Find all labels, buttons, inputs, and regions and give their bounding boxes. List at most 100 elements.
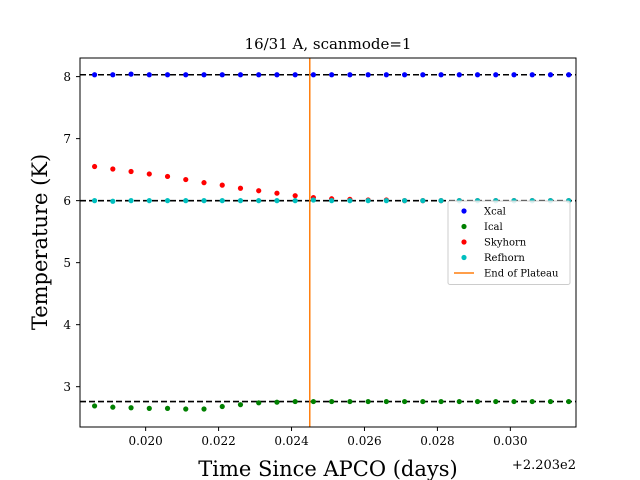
- legend-marker-refhorn: [461, 254, 467, 261]
- xcal-point: [329, 72, 335, 78]
- legend: Xcal Ical Skyhorn Refhorn End of Plateau: [447, 200, 571, 285]
- x-tick-label: 0.020: [128, 434, 162, 448]
- refhorn-point: [91, 198, 98, 204]
- ical-point: [256, 400, 262, 406]
- ical-point: [292, 398, 298, 405]
- ical-point: [474, 398, 481, 405]
- chart-title: 16/31 A, scanmode=1: [245, 35, 412, 53]
- skyhorn-point: [110, 166, 116, 172]
- ical-point: [274, 399, 280, 405]
- x-tick-label: 0.026: [347, 434, 381, 448]
- refhorn-point: [110, 198, 116, 204]
- refhorn-point: [329, 198, 335, 204]
- refhorn-point: [201, 198, 207, 204]
- ical-point: [383, 398, 389, 405]
- legend-marker-skyhorn: [461, 239, 467, 245]
- ical-point: [329, 398, 335, 405]
- ical-point: [237, 402, 244, 408]
- skyhorn-point: [292, 193, 298, 199]
- legend-marker-xcal: [461, 208, 467, 214]
- refhorn-point: [183, 198, 189, 204]
- x-axis-label: Time Since APCO (days): [198, 457, 457, 480]
- y-axis-label: Temperature (K): [28, 154, 52, 330]
- refhorn-point: [274, 198, 280, 204]
- legend-label-skyhorn: Skyhorn: [484, 238, 527, 249]
- x-tick-label: 0.030: [493, 434, 527, 448]
- refhorn-point: [256, 198, 262, 204]
- y-tick-label: 4: [63, 318, 71, 332]
- xcal-point: [110, 72, 116, 78]
- xcal-point: [310, 72, 317, 78]
- legend-label-ical: Ical: [484, 222, 503, 233]
- ical-point: [456, 398, 462, 405]
- xcal-point: [183, 72, 189, 78]
- xcal-point: [237, 72, 244, 78]
- ical-point: [91, 403, 98, 409]
- legend-label-end-of-plateau: End of Plateau: [484, 269, 559, 280]
- xcal-point: [164, 72, 171, 78]
- xcal-point: [401, 72, 408, 78]
- xcal-point: [438, 72, 444, 78]
- xcal-point: [146, 72, 152, 78]
- skyhorn-point: [146, 171, 152, 177]
- xcal-point: [547, 72, 554, 78]
- y-tick-label: 8: [63, 70, 71, 84]
- reference-lines: [80, 73, 576, 403]
- x-tick-label: 0.024: [274, 434, 309, 448]
- plot-frame: [79, 57, 577, 428]
- x-tick-label: 0.022: [201, 434, 235, 448]
- xcal-point: [256, 72, 262, 78]
- ical-point: [219, 403, 225, 410]
- refhorn-point: [401, 198, 408, 204]
- xcal-point: [201, 72, 207, 78]
- refhorn-point: [237, 198, 244, 204]
- ical-point: [401, 398, 408, 405]
- legend-label-refhorn: Refhorn: [484, 253, 525, 264]
- legend-box: [447, 200, 571, 285]
- ical-point: [547, 398, 554, 405]
- ical-point: [310, 398, 317, 405]
- legend-label-xcal: Xcal: [484, 207, 506, 218]
- xcal-point: [493, 72, 499, 78]
- refhorn-point: [420, 198, 426, 204]
- xcal-point: [529, 72, 535, 78]
- refhorn-point: [347, 198, 353, 204]
- ical-point: [511, 398, 517, 405]
- skyhorn-point: [237, 185, 244, 191]
- ical-point: [529, 398, 535, 405]
- xcal-point: [566, 72, 572, 78]
- ical-point: [438, 398, 444, 405]
- ical-point: [365, 398, 371, 405]
- refhorn-point: [383, 198, 389, 204]
- refhorn-point: [146, 198, 152, 204]
- xcal-point: [347, 72, 353, 78]
- skyhorn-point: [219, 182, 225, 188]
- refhorn-point: [365, 198, 371, 204]
- ical-point: [493, 398, 499, 405]
- refhorn-point: [438, 198, 444, 204]
- y-tick-label: 6: [63, 194, 71, 208]
- xcal-point: [91, 72, 98, 78]
- ical-point: [566, 398, 572, 405]
- refhorn-point: [219, 198, 225, 204]
- y-tick-label: 5: [63, 256, 71, 270]
- refhorn-point: [164, 198, 171, 204]
- ical-point: [201, 406, 207, 412]
- refhorn-point: [128, 198, 134, 204]
- skyhorn-point: [183, 176, 189, 183]
- xcal-point: [474, 72, 481, 78]
- skyhorn-point: [128, 168, 134, 175]
- xcal-point: [274, 72, 280, 78]
- legend-marker-ical: [461, 223, 467, 230]
- skyhorn-point: [274, 190, 280, 196]
- ical-point: [110, 404, 116, 410]
- x-tick-label: 0.028: [420, 434, 454, 448]
- skyhorn-point: [256, 188, 262, 194]
- axis-ticks: 0.020 0.022 0.024 0.026 0.028 0.030 3 4 5 6 7 8: [63, 70, 527, 448]
- y-tick-label: 3: [63, 380, 71, 394]
- skyhorn-point: [91, 163, 98, 170]
- refhorn-point: [310, 197, 317, 203]
- y-tick-label: 7: [63, 132, 71, 146]
- skyhorn-point: [164, 173, 171, 180]
